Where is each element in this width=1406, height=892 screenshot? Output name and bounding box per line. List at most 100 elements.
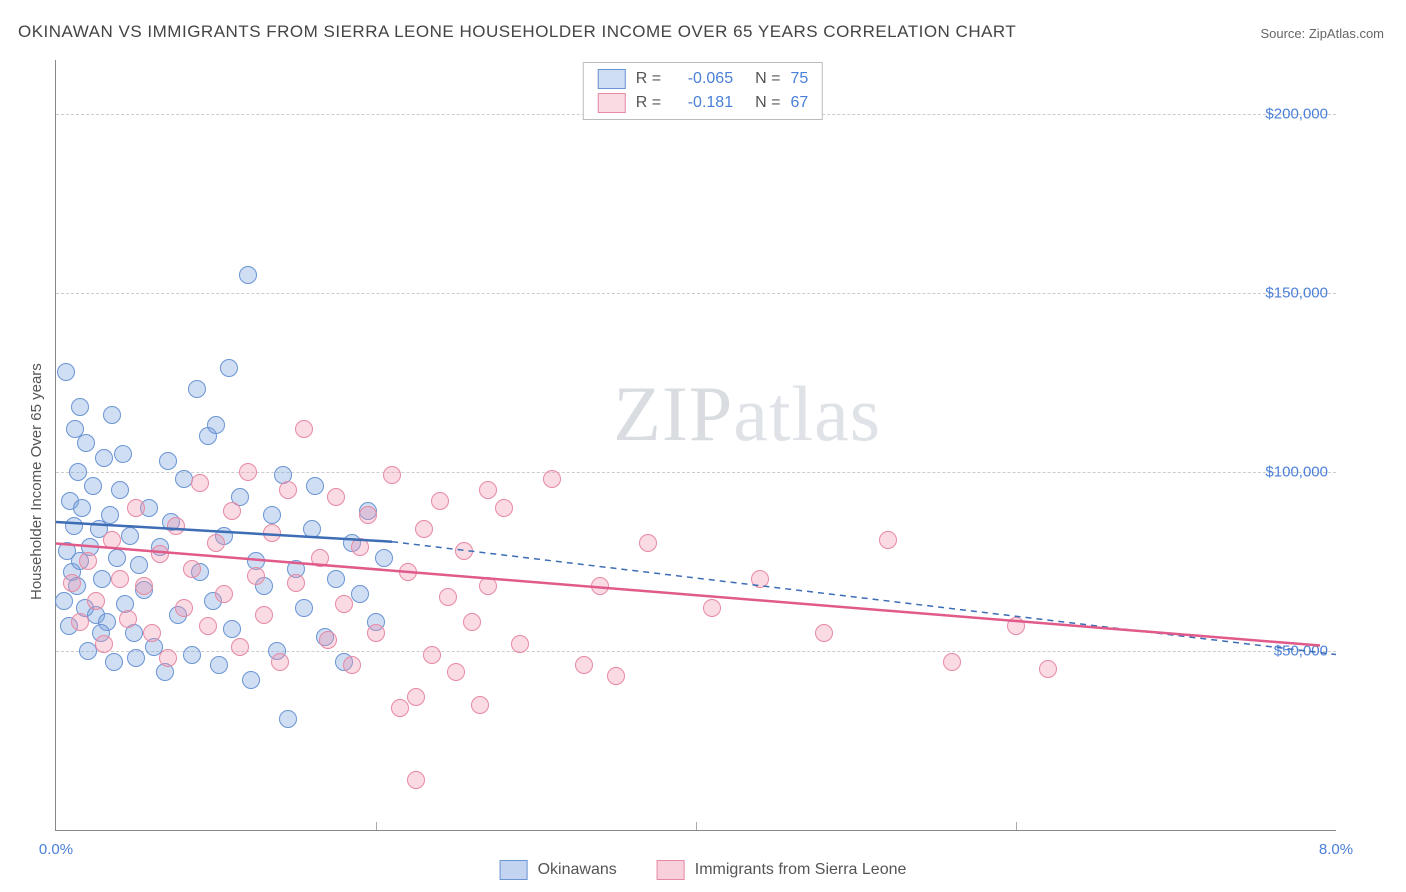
data-point — [121, 527, 139, 545]
data-point — [511, 635, 529, 653]
legend-n-label: N = — [755, 70, 780, 88]
legend-r-value: -0.181 — [671, 94, 733, 112]
source-label: Source: ZipAtlas.com — [1260, 26, 1384, 41]
data-point — [455, 542, 473, 560]
x-tick-label: 8.0% — [1319, 841, 1353, 858]
data-point — [815, 624, 833, 642]
data-point — [335, 595, 353, 613]
data-point — [103, 531, 121, 549]
data-point — [119, 610, 137, 628]
legend-row: R = -0.181 N = 67 — [584, 91, 822, 115]
data-point — [223, 620, 241, 638]
data-point — [415, 520, 433, 538]
data-point — [223, 502, 241, 520]
data-point — [295, 420, 313, 438]
data-point — [287, 574, 305, 592]
data-point — [63, 574, 81, 592]
data-point — [399, 563, 417, 581]
data-point — [495, 499, 513, 517]
data-point — [69, 463, 87, 481]
data-point — [135, 577, 153, 595]
y-tick-label: $200,000 — [1265, 105, 1328, 122]
data-point — [327, 570, 345, 588]
data-point — [231, 638, 249, 656]
data-point — [607, 667, 625, 685]
data-point — [207, 534, 225, 552]
data-point — [199, 617, 217, 635]
data-point — [55, 592, 73, 610]
legend-r-label: R = — [636, 94, 661, 112]
data-point — [751, 570, 769, 588]
gridline-h — [56, 293, 1336, 294]
data-point — [279, 481, 297, 499]
data-point — [65, 517, 83, 535]
data-point — [471, 696, 489, 714]
legend-swatch — [500, 860, 528, 880]
data-point — [247, 567, 265, 585]
data-point — [71, 613, 89, 631]
data-point — [87, 592, 105, 610]
legend-n-value: 75 — [790, 70, 808, 88]
data-point — [319, 631, 337, 649]
legend-swatch — [598, 93, 626, 113]
legend-n-label: N = — [755, 94, 780, 112]
data-point — [143, 624, 161, 642]
data-point — [111, 481, 129, 499]
x-tick-minor — [376, 822, 377, 830]
legend-r-label: R = — [636, 70, 661, 88]
data-point — [263, 506, 281, 524]
data-point — [391, 699, 409, 717]
legend-swatch — [598, 69, 626, 89]
legend-r-value: -0.065 — [671, 70, 733, 88]
data-point — [220, 359, 238, 377]
data-point — [215, 585, 233, 603]
legend-swatch — [657, 860, 685, 880]
y-axis-label: Householder Income Over 65 years — [28, 363, 45, 600]
legend-label: Immigrants from Sierra Leone — [695, 861, 907, 879]
data-point — [343, 656, 361, 674]
data-point — [175, 599, 193, 617]
data-point — [359, 506, 377, 524]
data-point — [575, 656, 593, 674]
data-point — [591, 577, 609, 595]
data-point — [188, 380, 206, 398]
data-point — [1039, 660, 1057, 678]
legend-n-value: 67 — [790, 94, 808, 112]
data-point — [263, 524, 281, 542]
data-point — [114, 445, 132, 463]
data-point — [327, 488, 345, 506]
data-point — [127, 649, 145, 667]
data-point — [407, 688, 425, 706]
data-point — [479, 577, 497, 595]
data-point — [108, 549, 126, 567]
data-point — [303, 520, 321, 538]
y-tick-label: $50,000 — [1274, 642, 1328, 659]
data-point — [447, 663, 465, 681]
data-point — [311, 549, 329, 567]
data-point — [423, 646, 441, 664]
data-point — [183, 560, 201, 578]
chart-title: OKINAWAN VS IMMIGRANTS FROM SIERRA LEONE… — [18, 22, 1016, 42]
data-point — [367, 624, 385, 642]
data-point — [127, 499, 145, 517]
data-point — [407, 771, 425, 789]
data-point — [207, 416, 225, 434]
data-point — [703, 599, 721, 617]
data-point — [84, 477, 102, 495]
data-point — [255, 606, 273, 624]
data-point — [159, 649, 177, 667]
legend-item: Okinawans — [500, 860, 617, 880]
data-point — [239, 266, 257, 284]
data-point — [175, 470, 193, 488]
data-point — [543, 470, 561, 488]
data-point — [306, 477, 324, 495]
data-point — [351, 585, 369, 603]
legend-label: Okinawans — [538, 861, 617, 879]
data-point — [79, 552, 97, 570]
legend-item: Immigrants from Sierra Leone — [657, 860, 907, 880]
data-point — [639, 534, 657, 552]
data-point — [279, 710, 297, 728]
regression-lines — [56, 60, 1336, 830]
data-point — [431, 492, 449, 510]
correlation-legend: R = -0.065 N = 75 R = -0.181 N = 67 — [583, 62, 823, 120]
